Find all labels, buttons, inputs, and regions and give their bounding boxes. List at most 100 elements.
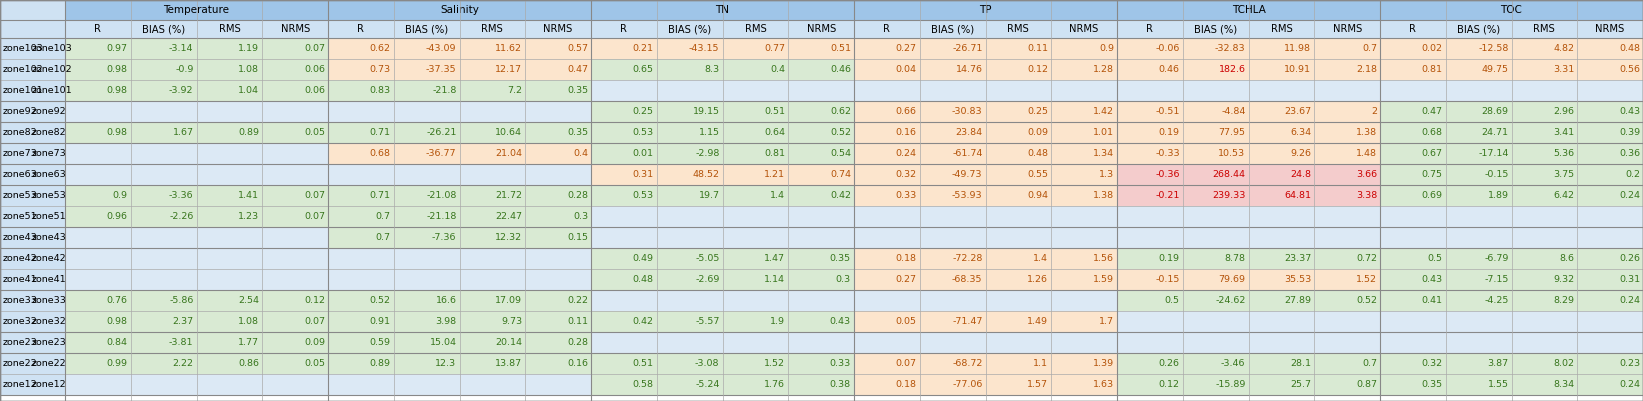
- Text: zone103: zone103: [3, 44, 44, 53]
- Bar: [1577, 227, 1643, 248]
- Bar: [66, 311, 131, 332]
- Text: 8.29: 8.29: [1553, 296, 1574, 305]
- Text: -21.18: -21.18: [426, 212, 457, 221]
- Text: -61.74: -61.74: [953, 149, 983, 158]
- Bar: [1380, 269, 1446, 290]
- Bar: [1446, 353, 1512, 374]
- Text: 1.08: 1.08: [238, 65, 260, 74]
- Bar: [329, 269, 394, 290]
- Bar: [986, 206, 1052, 227]
- Bar: [657, 122, 723, 143]
- Text: 0.7: 0.7: [1362, 359, 1377, 368]
- Bar: [986, 374, 1052, 395]
- Text: 2.18: 2.18: [1355, 65, 1377, 74]
- Bar: [1314, 59, 1380, 80]
- Bar: [1249, 164, 1314, 185]
- Text: 0.51: 0.51: [764, 107, 785, 116]
- Text: 0.35: 0.35: [567, 128, 588, 137]
- Text: RMS: RMS: [1533, 24, 1556, 34]
- Bar: [1446, 122, 1512, 143]
- Text: 3.66: 3.66: [1355, 170, 1377, 179]
- Text: 1.7: 1.7: [1099, 317, 1114, 326]
- Text: 1.41: 1.41: [238, 191, 260, 200]
- Bar: [1512, 374, 1577, 395]
- Bar: [920, 143, 986, 164]
- Text: 0.48: 0.48: [1027, 149, 1048, 158]
- Text: 2.54: 2.54: [238, 296, 260, 305]
- Bar: [986, 332, 1052, 353]
- Bar: [986, 290, 1052, 311]
- Bar: [1446, 248, 1512, 269]
- Bar: [66, 0, 329, 20]
- Text: zone102: zone102: [31, 65, 72, 74]
- Text: 0.94: 0.94: [1027, 191, 1048, 200]
- Bar: [920, 185, 986, 206]
- Text: 24.71: 24.71: [1482, 128, 1508, 137]
- Text: 1.59: 1.59: [1093, 275, 1114, 284]
- Bar: [197, 122, 263, 143]
- Text: 1.3: 1.3: [1099, 170, 1114, 179]
- Bar: [1117, 80, 1183, 101]
- Text: 0.25: 0.25: [1027, 107, 1048, 116]
- Text: NRMS: NRMS: [281, 24, 311, 34]
- Text: 0.7: 0.7: [376, 212, 391, 221]
- Text: 0.64: 0.64: [764, 128, 785, 137]
- Bar: [1052, 206, 1117, 227]
- Bar: [1183, 353, 1249, 374]
- Text: 0.07: 0.07: [304, 44, 325, 53]
- Bar: [723, 374, 789, 395]
- Bar: [526, 269, 591, 290]
- Bar: [1249, 290, 1314, 311]
- Text: 1.08: 1.08: [238, 317, 260, 326]
- Text: 19.7: 19.7: [698, 191, 720, 200]
- Text: 0.36: 0.36: [1618, 149, 1640, 158]
- Text: -68.35: -68.35: [951, 275, 983, 284]
- Text: zone12: zone12: [3, 380, 38, 389]
- Text: 0.07: 0.07: [895, 359, 917, 368]
- Text: -2.69: -2.69: [695, 275, 720, 284]
- Bar: [1446, 227, 1512, 248]
- Text: zone63: zone63: [3, 170, 38, 179]
- Bar: [657, 206, 723, 227]
- Bar: [460, 143, 526, 164]
- Text: -0.51: -0.51: [1155, 107, 1180, 116]
- Text: 1.21: 1.21: [764, 170, 785, 179]
- Text: 1.49: 1.49: [1027, 317, 1048, 326]
- Text: -43.15: -43.15: [688, 44, 720, 53]
- Bar: [1446, 290, 1512, 311]
- Text: zone92: zone92: [31, 107, 67, 116]
- Text: -4.25: -4.25: [1484, 296, 1508, 305]
- Bar: [920, 164, 986, 185]
- Text: 1.67: 1.67: [173, 128, 194, 137]
- Bar: [1512, 332, 1577, 353]
- Bar: [329, 332, 394, 353]
- Text: 0.27: 0.27: [895, 275, 917, 284]
- Text: -15.89: -15.89: [1216, 380, 1245, 389]
- Bar: [329, 0, 591, 20]
- Bar: [263, 269, 329, 290]
- Text: 27.89: 27.89: [1285, 296, 1311, 305]
- Bar: [723, 59, 789, 80]
- Bar: [1249, 332, 1314, 353]
- Bar: [197, 269, 263, 290]
- Bar: [723, 164, 789, 185]
- Text: 0.5: 0.5: [1165, 296, 1180, 305]
- Text: zone12: zone12: [31, 380, 67, 389]
- Bar: [329, 206, 394, 227]
- Text: 0.65: 0.65: [633, 65, 654, 74]
- Text: 0.32: 0.32: [895, 170, 917, 179]
- Bar: [854, 311, 920, 332]
- Text: BIAS (%): BIAS (%): [141, 24, 186, 34]
- Text: 0.51: 0.51: [830, 44, 851, 53]
- Bar: [1446, 38, 1512, 59]
- Bar: [723, 101, 789, 122]
- Bar: [0, 227, 66, 248]
- Bar: [263, 248, 329, 269]
- Text: 0.19: 0.19: [1158, 254, 1180, 263]
- Text: 8.3: 8.3: [705, 65, 720, 74]
- Text: 0.46: 0.46: [1158, 65, 1180, 74]
- Text: NRMS: NRMS: [1332, 24, 1362, 34]
- Bar: [460, 248, 526, 269]
- Bar: [329, 59, 394, 80]
- Text: 13.87: 13.87: [495, 359, 522, 368]
